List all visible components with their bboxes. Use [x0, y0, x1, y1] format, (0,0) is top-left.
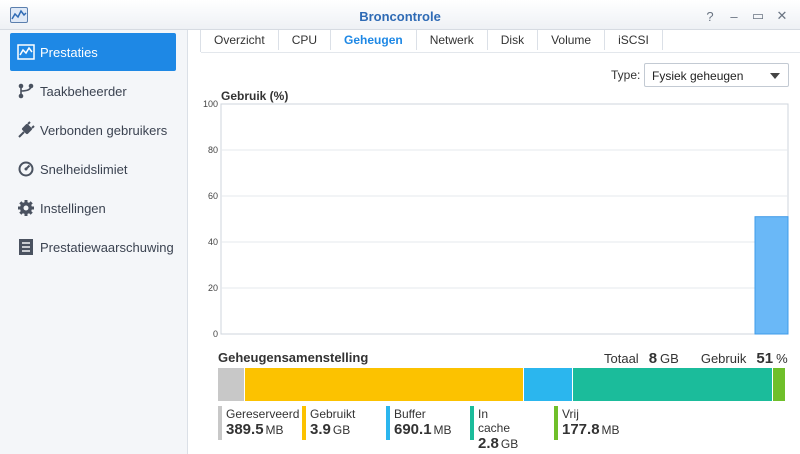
y-tick-label: 0: [213, 329, 218, 339]
sidebar-item-prestaties[interactable]: Prestaties: [10, 33, 176, 71]
legend-color-swatch: [218, 406, 222, 440]
legend-color-swatch: [470, 406, 474, 440]
usage-area: [754, 216, 789, 335]
sidebar-item-label: Instellingen: [40, 200, 106, 216]
sidebar-item-label: Taakbeheerder: [40, 83, 127, 99]
sidebar-item-taakbeheerder[interactable]: Taakbeheerder: [10, 72, 176, 110]
legend-unit: MB: [433, 423, 452, 437]
sidebar-item-instellingen[interactable]: Instellingen: [10, 189, 176, 227]
sidebar-item-label: Prestatiewaarschuwing: [40, 239, 174, 255]
tab-divider: [201, 52, 800, 53]
legend-value: 389.5: [226, 421, 264, 438]
legend-name: In cache: [478, 407, 511, 435]
legend-value: 2.8: [478, 435, 499, 452]
legend-unit: MB: [265, 423, 284, 437]
tab-disk[interactable]: Disk: [488, 30, 539, 50]
usage-value: 51: [756, 350, 774, 367]
sidebar-item-verbonden-gebruikers[interactable]: Verbonden gebruikers: [10, 111, 176, 149]
total-value: 8: [648, 350, 658, 367]
composition-segment-buffer: [524, 368, 574, 401]
legend-color-swatch: [386, 406, 390, 440]
sidebar-item-prestatiewaarschuwing[interactable]: Prestatiewaarschuwing: [10, 228, 176, 266]
composition-title: Geheugensamenstelling: [218, 350, 369, 365]
legend-item-in-cache: In cache 2.8 GB: [470, 406, 518, 452]
chart-title: Gebruik (%): [221, 89, 289, 103]
y-tick-label: 20: [208, 283, 218, 293]
minimize-button[interactable]: –: [730, 8, 738, 24]
tab-overzicht[interactable]: Overzicht: [201, 30, 279, 50]
composition-segment-gereserveerd: [218, 368, 246, 401]
sidebar-item-label: Verbonden gebruikers: [40, 122, 168, 138]
task-manager-icon: [16, 81, 36, 101]
memory-usage-chart: 0 20 40 60 80 100: [203, 100, 789, 339]
memory-composition-bar: [218, 368, 790, 401]
sidebar-item-snelheidslimiet[interactable]: Snelheidslimiet: [10, 150, 176, 188]
total-label: Totaal: [604, 351, 639, 366]
tab-iscsi[interactable]: iSCSI: [605, 30, 663, 50]
type-dropdown-value: Fysiek geheugen: [652, 69, 744, 83]
legend-name: Gebruikt: [310, 407, 356, 421]
memory-totals: Totaal 8 GB Gebruik 51 %: [604, 350, 788, 367]
y-tick-label: 40: [208, 237, 218, 247]
legend-value: 3.9: [310, 421, 331, 438]
y-tick-label: 80: [208, 145, 218, 155]
legend-name: Vrij: [562, 407, 579, 421]
performance-chart-icon: [16, 42, 36, 62]
close-button[interactable]: ✕: [776, 8, 788, 23]
plug-icon: [16, 120, 36, 140]
legend-color-swatch: [554, 406, 558, 440]
gear-icon: [16, 198, 36, 218]
legend-item-gereserveerd: Gereserveerd 389.5 MB: [218, 406, 299, 440]
window-title: Broncontrole: [359, 9, 441, 24]
tab-geheugen[interactable]: Geheugen: [331, 30, 417, 50]
legend-item-gebruikt: Gebruikt 3.9 GB: [302, 406, 355, 440]
sidebar-item-label: Snelheidslimiet: [40, 161, 128, 177]
usage-unit: %: [776, 351, 788, 366]
legend-value: 690.1: [394, 421, 432, 438]
speed-limit-icon: [16, 159, 36, 179]
tab-bar: Overzicht CPU Geheugen Netwerk Disk Volu…: [200, 30, 663, 52]
legend-value: 177.8: [562, 421, 600, 438]
composition-segment-in-cache: [573, 368, 774, 401]
legend-name: Buffer: [394, 407, 426, 421]
legend-name: Gereserveerd: [226, 407, 300, 421]
tab-volume[interactable]: Volume: [538, 30, 606, 50]
legend-item-vrij: Vrij 177.8 MB: [554, 406, 620, 440]
sidebar-item-label: Prestaties: [40, 44, 98, 60]
resource-monitor-app-icon: [10, 7, 28, 23]
tab-netwerk[interactable]: Netwerk: [417, 30, 488, 50]
maximize-button[interactable]: ▭: [751, 8, 765, 23]
composition-segment-vrij: [773, 368, 786, 401]
chevron-down-icon: [770, 73, 780, 79]
legend-color-swatch: [302, 406, 306, 440]
y-tick-label: 100: [203, 100, 218, 109]
tab-cpu[interactable]: CPU: [279, 30, 332, 50]
legend-item-buffer: Buffer 690.1 MB: [386, 406, 452, 440]
total-unit: GB: [660, 351, 679, 366]
title-bar: Broncontrole ? – ▭ ✕: [0, 0, 800, 30]
legend-unit: GB: [500, 437, 519, 451]
y-tick-label: 60: [208, 191, 218, 201]
legend-unit: MB: [601, 423, 620, 437]
plot-area: [220, 103, 789, 335]
alert-list-icon: [16, 237, 36, 257]
type-label: Type:: [611, 68, 641, 82]
sidebar: Prestaties Taakbeheerder Verbonden gebru…: [0, 30, 188, 454]
type-dropdown[interactable]: Fysiek geheugen: [644, 63, 789, 87]
legend-unit: GB: [332, 423, 351, 437]
usage-label: Gebruik: [700, 351, 747, 366]
composition-segment-gebruikt: [245, 368, 525, 401]
help-button[interactable]: ?: [706, 8, 714, 24]
